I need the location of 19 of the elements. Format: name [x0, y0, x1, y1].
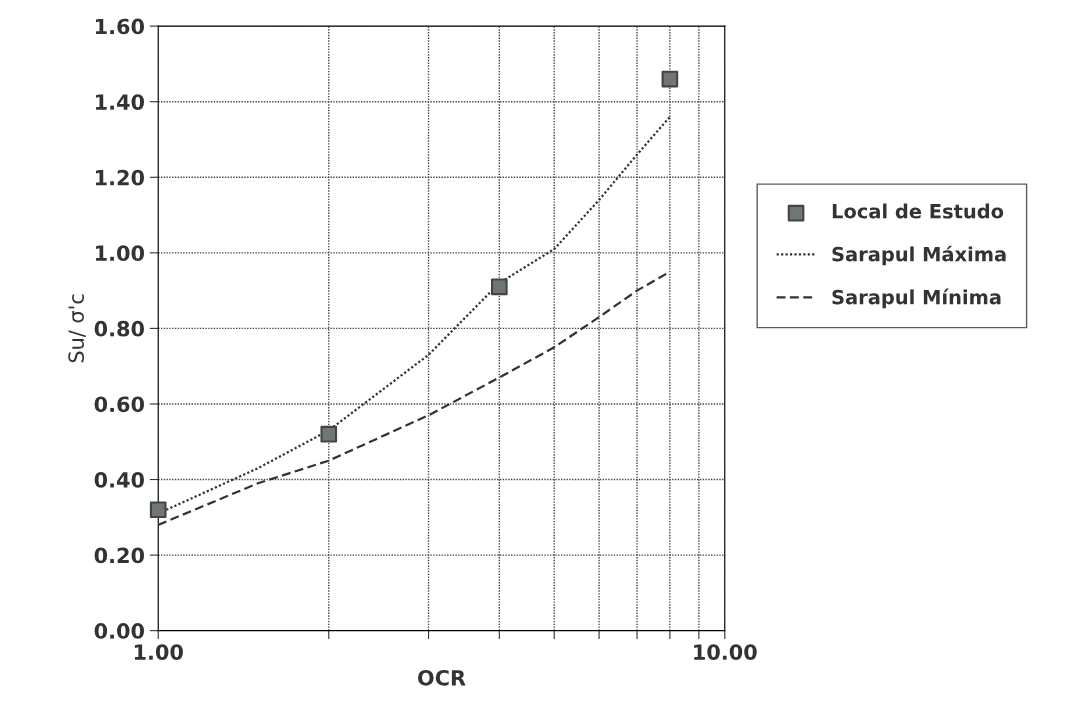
- y-axis-title: Su/ σ'c: [68, 294, 86, 363]
- point: [149, 501, 167, 519]
- y-tick-label: 1.40: [95, 94, 145, 110]
- x-tick-label: 10.00: [694, 644, 757, 660]
- legend-label: Sarapul Máxima: [832, 245, 1006, 266]
- y-tick-label: 0.80: [94, 320, 145, 337]
- y-tick-label: 1.60: [95, 18, 145, 35]
- y-tick-label: 0.20: [94, 547, 145, 564]
- y-tick-label: 0.40: [94, 471, 145, 488]
- point: [661, 70, 679, 88]
- point: [320, 425, 338, 443]
- y-tick-label: 1.20: [95, 169, 145, 186]
- legend-label: Local de Estudo: [832, 203, 1004, 219]
- point: [491, 278, 508, 296]
- legend-label: Sarapul Mínima: [832, 288, 1001, 309]
- y-tick-label: 0.60: [94, 396, 145, 413]
- x-axis-title: OCR: [418, 669, 466, 686]
- y-tick-label: 1.00: [95, 245, 145, 262]
- y-tick-label: 0.00: [94, 623, 145, 639]
